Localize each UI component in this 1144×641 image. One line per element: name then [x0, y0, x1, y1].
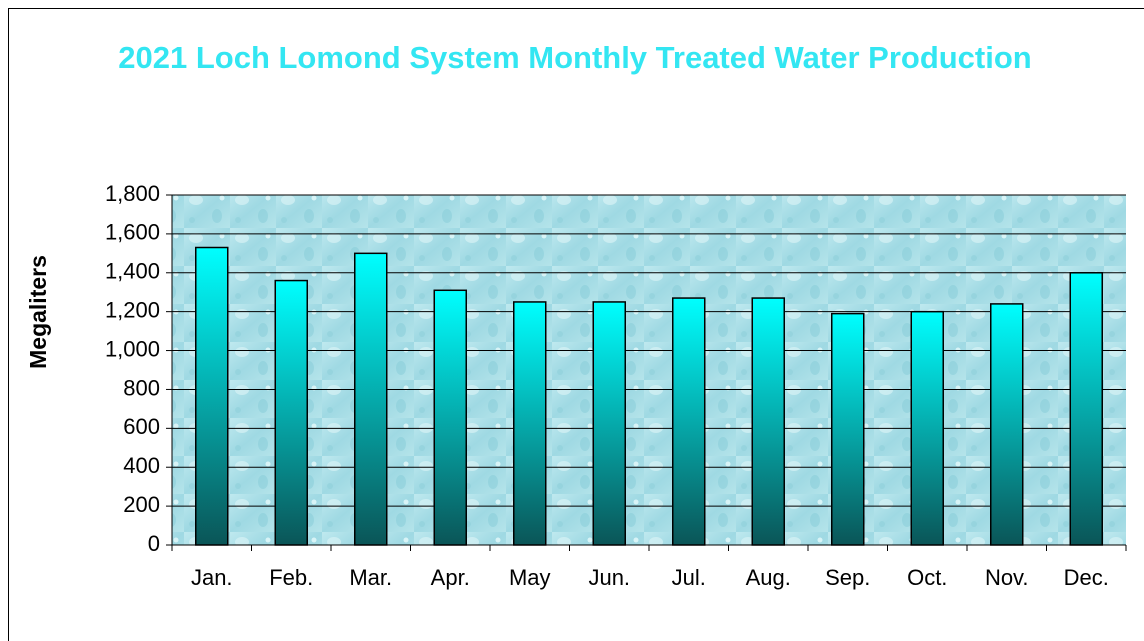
bar: [354, 252, 388, 546]
bar: [751, 297, 785, 546]
x-tick-label: Mar.: [349, 565, 392, 590]
bar: [672, 297, 706, 546]
y-tick-label: 1,400: [105, 259, 160, 284]
x-tick-label: Dec.: [1064, 565, 1109, 590]
x-tick-label: Jun.: [588, 565, 630, 590]
plot-area: [172, 195, 1126, 545]
y-tick-label: 600: [123, 414, 160, 439]
x-tick-label: Oct.: [907, 565, 947, 590]
y-tick-label: 800: [123, 375, 160, 400]
y-tick-label: 1,800: [105, 181, 160, 206]
y-tick-label: 1,000: [105, 336, 160, 361]
bar: [513, 301, 547, 546]
y-tick-label: 400: [123, 453, 160, 478]
x-tick-label: Jul.: [672, 565, 706, 590]
bar: [274, 279, 308, 546]
x-tick-label: Apr.: [431, 565, 470, 590]
bar: [831, 312, 865, 546]
bar: [195, 246, 229, 546]
bar: [592, 301, 626, 546]
bar: [1069, 272, 1103, 546]
chart-title: 2021 Loch Lomond System Monthly Treated …: [118, 40, 1032, 75]
bar: [910, 310, 944, 546]
y-tick-label: 1,200: [105, 297, 160, 322]
y-tick-label: 1,600: [105, 220, 160, 245]
y-tick-label: 0: [148, 531, 160, 556]
chart-border: [8, 8, 1144, 641]
bar: [433, 289, 467, 546]
y-tick-label: 200: [123, 492, 160, 517]
x-tick-label: May: [509, 565, 551, 590]
bar: [990, 303, 1024, 546]
x-tick-label: Nov.: [985, 565, 1029, 590]
x-tick-label: Aug.: [746, 565, 791, 590]
x-tick-label: Sep.: [825, 565, 870, 590]
y-axis-label: Megaliters: [25, 255, 51, 369]
x-tick-label: Jan.: [191, 565, 233, 590]
x-tick-label: Feb.: [269, 565, 313, 590]
